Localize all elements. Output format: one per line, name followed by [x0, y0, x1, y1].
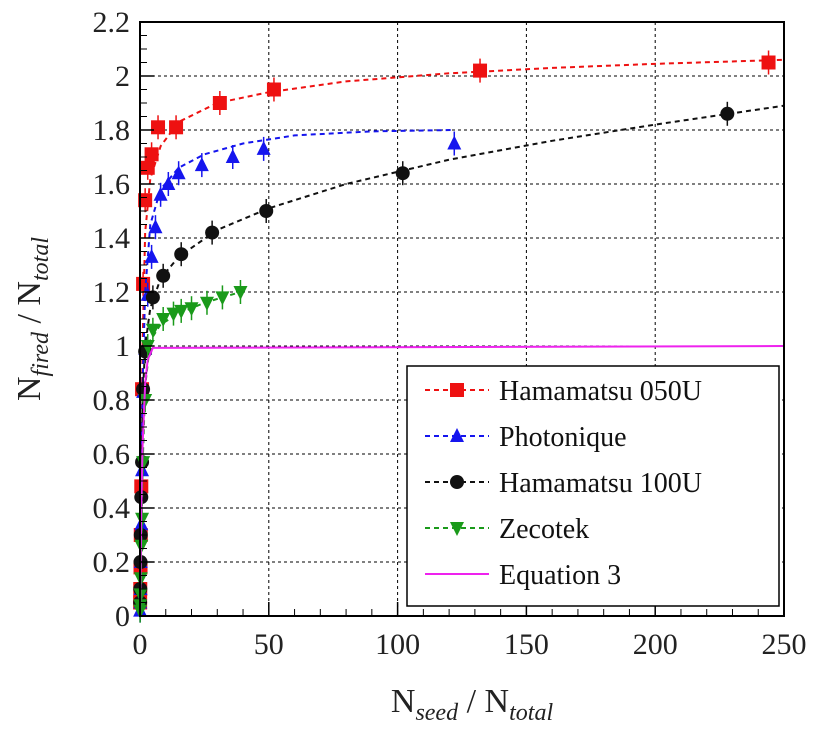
y-axis-label: Nfired / Ntotal: [11, 237, 54, 401]
x-axis-label: Nseed / Ntotal: [391, 683, 554, 726]
legend-label: Hamamatsu 100U: [499, 468, 702, 499]
data-point: [140, 340, 155, 354]
data-point: [215, 291, 230, 306]
legend-box: [406, 365, 780, 607]
x-tick-label: 150: [504, 628, 549, 661]
y-label-sep: /: [11, 306, 48, 332]
data-point: [169, 120, 184, 135]
data-point: [171, 165, 186, 180]
data-point: [225, 149, 240, 163]
x-tick-label: 50: [254, 628, 284, 661]
data-point: [138, 193, 153, 208]
x-label-main2: N: [485, 683, 510, 720]
y-tick-label: 1.6: [93, 168, 131, 201]
data-point: [144, 248, 159, 263]
data-point: [199, 296, 214, 311]
data-point: [194, 157, 209, 172]
y-tick-label: 1.2: [93, 276, 131, 309]
data-point: [156, 268, 171, 283]
y-tick-label: 0: [115, 600, 130, 633]
series-equation-3: [139, 345, 785, 617]
data-point: [166, 307, 181, 322]
data-point: [148, 219, 163, 234]
legend-marker: [450, 428, 464, 442]
data-point: [145, 323, 160, 338]
data-point: [174, 247, 189, 262]
x-label-sub2: total: [509, 700, 553, 726]
legend-label: Equation 3: [499, 560, 621, 591]
data-point: [140, 160, 155, 175]
y-label-sub: fired: [28, 331, 54, 376]
data-point: [259, 204, 274, 218]
legend-label: Photonique: [499, 422, 627, 453]
y-tick-label: 1: [115, 330, 130, 363]
data-point: [161, 176, 176, 190]
legend-item: Equation 3: [425, 560, 621, 591]
legend-item: Hamamatsu 100U: [425, 468, 702, 499]
series-zecotek: [133, 280, 248, 623]
x-label-main: N: [391, 683, 416, 720]
tick-labels: 0 50 100 150 200 250 0 0.2 0.4 0.6 0.8 1 1.2 1.4 1.6 1.…: [93, 6, 807, 661]
series-line: [140, 129, 455, 509]
data-point: [256, 140, 271, 155]
x-tick-label: 200: [633, 628, 678, 661]
series-line: [139, 345, 785, 617]
data-point: [153, 186, 168, 201]
data-point: [145, 290, 160, 305]
legend-item: Zecotek: [425, 514, 589, 545]
y-tick-label: 1.4: [93, 222, 131, 255]
data-point: [266, 82, 281, 97]
data-point: [473, 63, 488, 78]
x-tick-label: 0: [133, 628, 148, 661]
data-point: [144, 147, 159, 162]
y-tick-label: 0.6: [93, 438, 131, 471]
x-tick-label: 100: [375, 628, 420, 661]
legend-marker: [450, 522, 464, 536]
data-point: [447, 135, 462, 150]
data-point: [233, 286, 248, 300]
legend-item: Photonique: [425, 422, 627, 453]
data-point: [205, 225, 220, 240]
legend-marker: [450, 475, 464, 489]
y-tick-label: 0.4: [93, 492, 131, 525]
y-label-sub2: total: [28, 237, 54, 281]
y-tick-label: 2: [115, 60, 130, 93]
data-point: [184, 302, 199, 317]
series-line: [139, 291, 241, 579]
x-tick-label: 250: [762, 628, 807, 661]
data-point: [151, 120, 166, 135]
y-tick-label: 0.2: [93, 546, 131, 579]
data-point: [174, 304, 189, 319]
legend-item: Hamamatsu 050U: [425, 376, 702, 407]
y-tick-label: 2.2: [93, 6, 131, 39]
y-tick-label: 0.8: [93, 384, 131, 417]
legend: Hamamatsu 050U Photonique Hamamatsu 100U Ze…: [406, 365, 780, 607]
y-label-main2: N: [11, 281, 48, 306]
data-point: [761, 55, 776, 70]
y-label-main: N: [11, 376, 48, 401]
data-point: [720, 106, 735, 121]
legend-marker: [450, 383, 464, 397]
legend-label: Zecotek: [499, 514, 589, 545]
legend-items: Hamamatsu 050U Photonique Hamamatsu 100U Ze…: [425, 376, 702, 591]
axis-ticks: [139, 21, 785, 617]
legend-label: Hamamatsu 050U: [499, 376, 702, 407]
data-point: [156, 313, 171, 327]
data-point: [395, 166, 410, 181]
data-point: [212, 96, 227, 110]
x-label-sep: /: [458, 683, 484, 720]
y-tick-label: 1.8: [93, 114, 131, 147]
x-label-sub: seed: [415, 700, 459, 726]
